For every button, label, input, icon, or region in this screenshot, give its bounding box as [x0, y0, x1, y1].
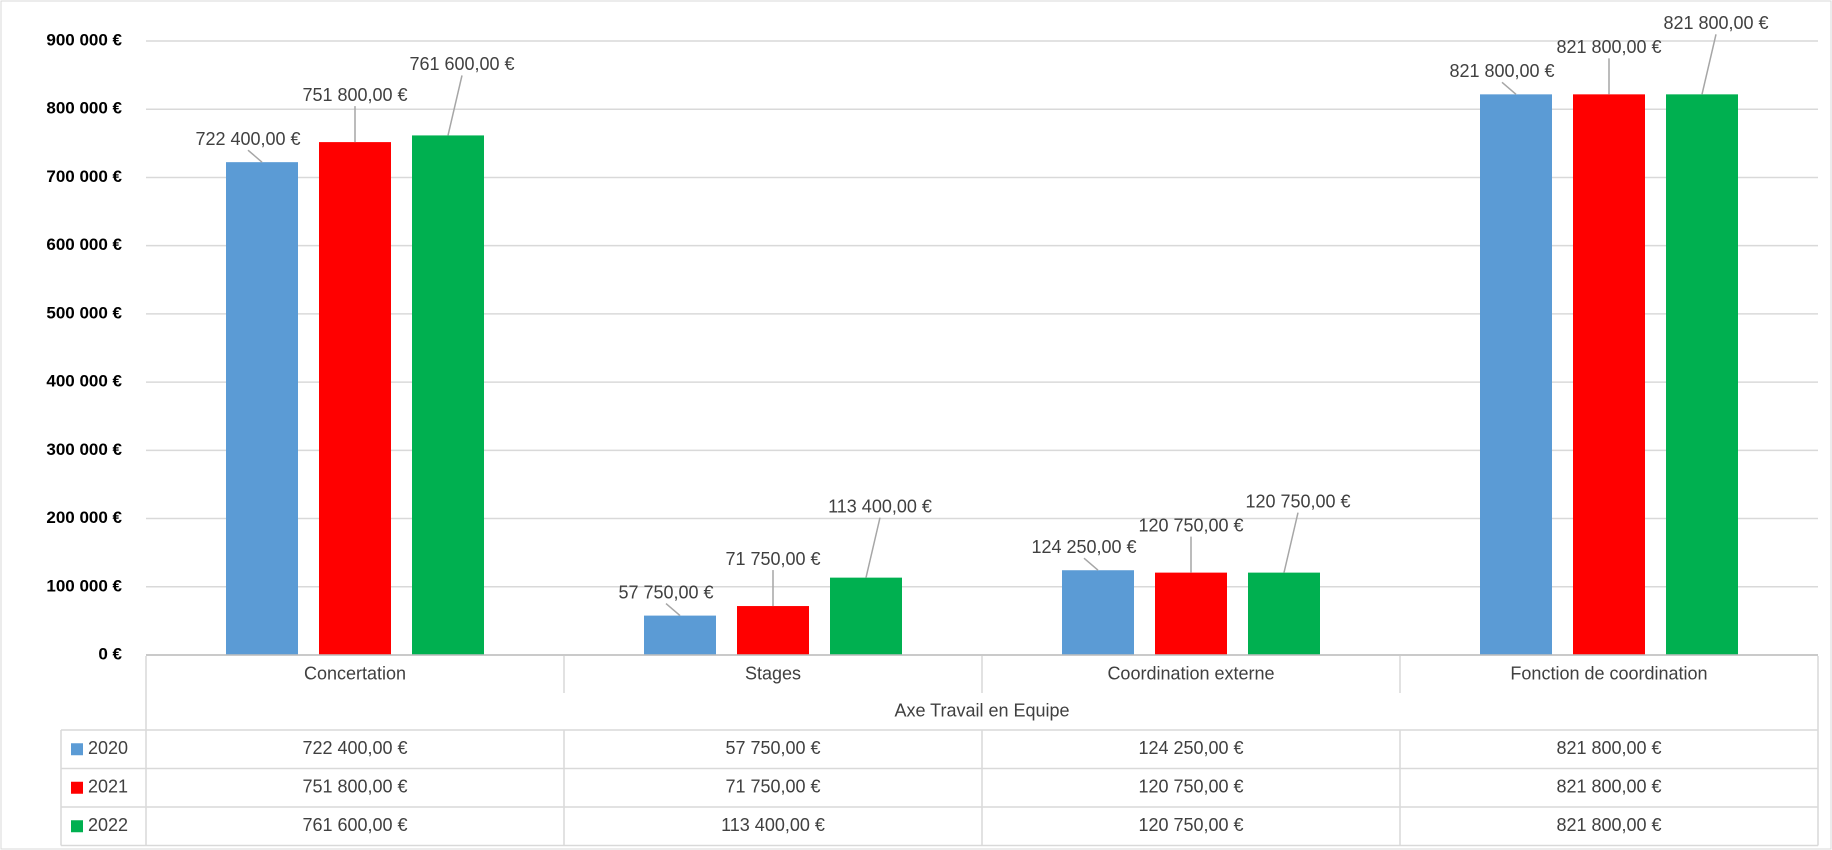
bar [737, 606, 809, 655]
leader-line [1701, 34, 1717, 95]
table-cell: 57 750,00 € [725, 738, 820, 758]
table-cell: 113 400,00 € [721, 815, 825, 835]
legend-swatch [71, 743, 83, 756]
data-label: 821 800,00 € [1449, 61, 1554, 81]
y-tick-label: 200 000 € [46, 508, 122, 527]
leader-line [447, 75, 463, 136]
legend-label: 2020 [88, 738, 128, 758]
x-tick-label: Stages [745, 663, 801, 683]
table-cell: 722 400,00 € [302, 738, 407, 758]
data-label: 761 600,00 € [409, 54, 514, 74]
y-tick-label: 100 000 € [46, 576, 122, 595]
table-cell: 751 800,00 € [302, 777, 407, 797]
table-cell: 120 750,00 € [1138, 815, 1243, 835]
table-cell: 71 750,00 € [725, 777, 820, 797]
data-label: 57 750,00 € [618, 582, 713, 602]
y-tick-label: 300 000 € [46, 440, 122, 459]
legend-label: 2021 [88, 777, 128, 797]
y-tick-label: 900 000 € [46, 30, 122, 49]
leader-line [665, 603, 681, 617]
y-tick-label: 500 000 € [46, 303, 122, 322]
bar [1248, 572, 1320, 655]
data-label: 71 750,00 € [725, 549, 820, 569]
table-cell: 821 800,00 € [1556, 738, 1661, 758]
data-label: 722 400,00 € [195, 129, 300, 149]
y-tick-label: 400 000 € [46, 372, 122, 391]
legend-label: 2022 [88, 815, 128, 835]
data-label: 821 800,00 € [1663, 13, 1768, 33]
x-tick-label: Coordination externe [1107, 663, 1274, 683]
leader-line [1501, 81, 1517, 95]
bar [319, 142, 391, 655]
legend-swatch [71, 781, 83, 794]
y-tick-label: 800 000 € [46, 99, 122, 118]
table-cell: 821 800,00 € [1556, 777, 1661, 797]
leader-line [1283, 512, 1299, 573]
category-group-label: Axe Travail en Equipe [894, 700, 1069, 720]
bar [1666, 94, 1738, 655]
y-tick-label: 0 € [98, 644, 122, 663]
bar [1480, 94, 1552, 655]
leader-line [247, 149, 263, 163]
bar [412, 135, 484, 655]
data-label: 124 250,00 € [1031, 537, 1136, 557]
bar [644, 615, 716, 655]
data-label: 120 750,00 € [1138, 515, 1243, 535]
data-label: 113 400,00 € [828, 496, 932, 516]
data-label: 821 800,00 € [1556, 37, 1661, 57]
data-label: 120 750,00 € [1245, 491, 1350, 511]
y-tick-label: 600 000 € [46, 235, 122, 254]
table-cell: 821 800,00 € [1556, 815, 1661, 835]
table-cell: 124 250,00 € [1138, 738, 1243, 758]
leader-line [1083, 557, 1099, 571]
bar [1573, 94, 1645, 655]
x-tick-label: Fonction de coordination [1510, 663, 1707, 683]
legend-swatch [71, 820, 83, 833]
table-cell: 761 600,00 € [302, 815, 407, 835]
bar [1062, 570, 1134, 655]
bar [830, 577, 902, 655]
data-label: 751 800,00 € [302, 85, 407, 105]
leader-line [865, 517, 881, 578]
x-tick-label: Concertation [304, 663, 406, 683]
bar [1155, 572, 1227, 655]
table-cell: 120 750,00 € [1138, 777, 1243, 797]
y-tick-label: 700 000 € [46, 167, 122, 186]
bar [226, 162, 298, 656]
